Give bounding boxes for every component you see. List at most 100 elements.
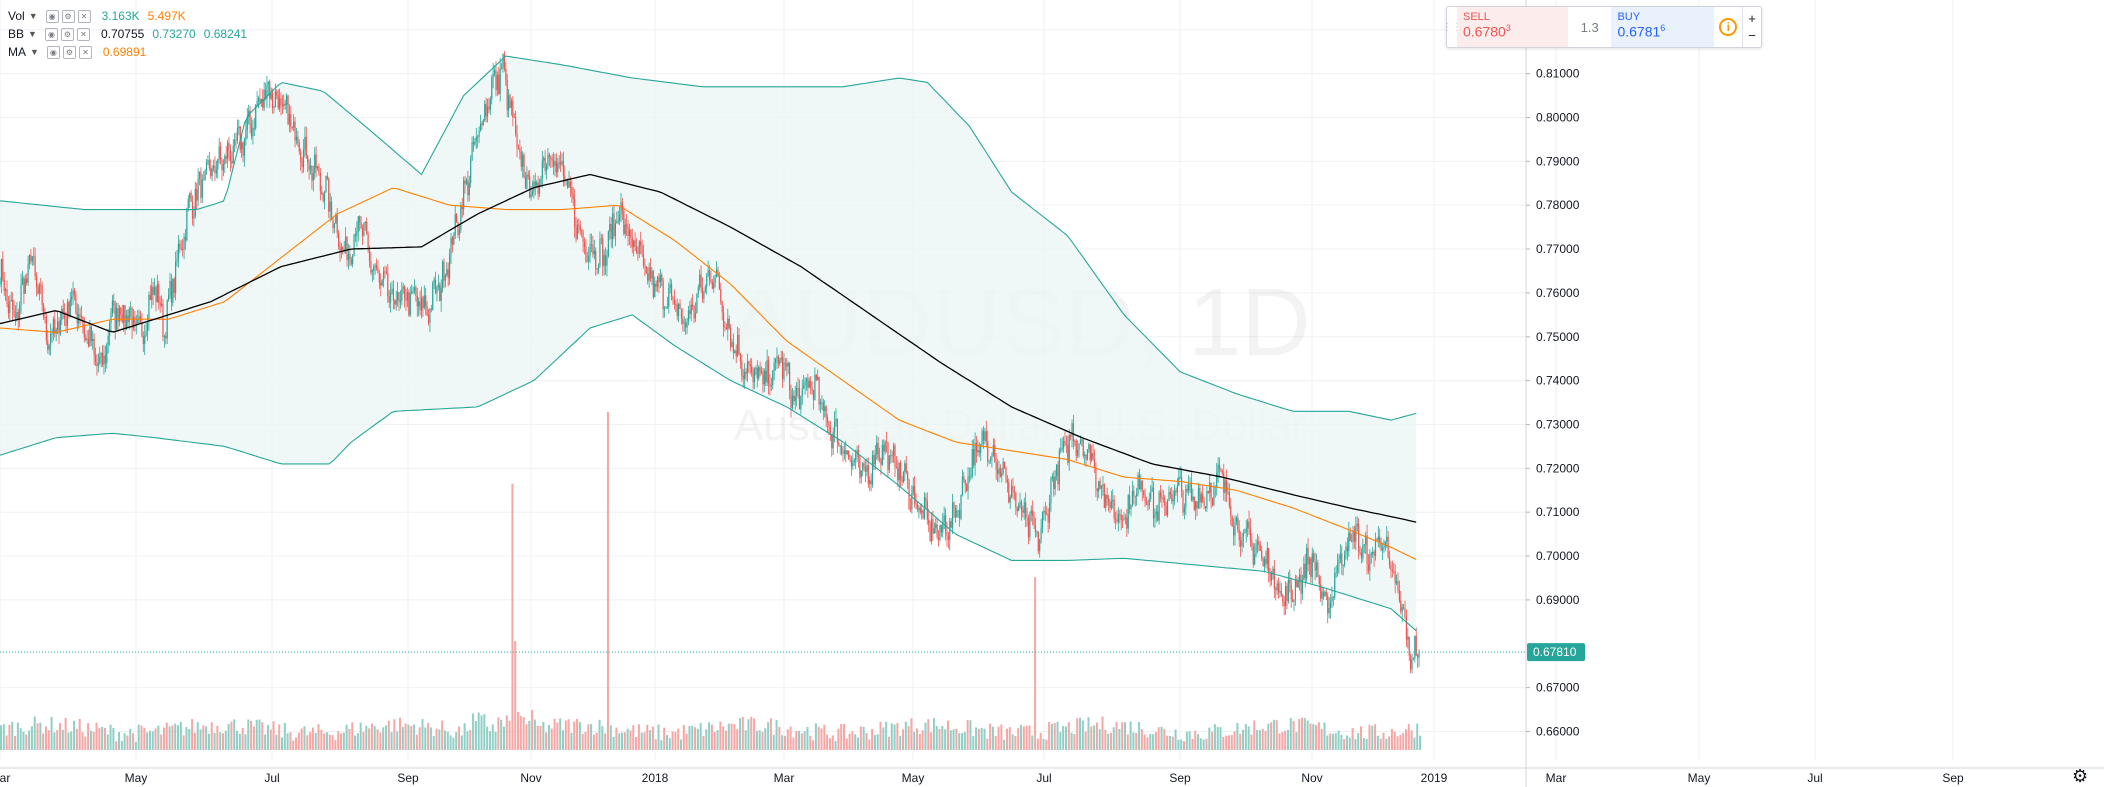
candle-body [1009, 496, 1011, 503]
volume-bar [295, 737, 298, 750]
chevron-down-icon[interactable]: ▼ [30, 47, 39, 57]
eye-icon[interactable]: ◉ [45, 9, 59, 23]
candle-body [1276, 583, 1278, 591]
volume-bar [719, 721, 722, 750]
candle-body [325, 176, 327, 193]
eye-icon[interactable]: ◉ [46, 45, 60, 59]
sell-button[interactable]: SELL 0.67803 [1457, 7, 1568, 47]
volume-bar [1022, 726, 1025, 750]
indicator-volume[interactable]: Vol ▼ ◉ ⚙ ✕ 3.163K 5.497K [8, 7, 186, 25]
price-axis[interactable]: 0.820000.810000.800000.790000.780000.770… [1525, 0, 1585, 787]
candle-body [311, 165, 313, 181]
candle-body [530, 194, 532, 198]
candle-body [656, 277, 659, 287]
candle-body [831, 434, 833, 449]
volume-bar [174, 723, 177, 750]
time-axis[interactable]: MarMayJulSepNov2018MarMayJulSepNov2019Ma… [0, 767, 2104, 785]
candle-body [512, 100, 514, 118]
candle-body [933, 528, 935, 534]
volume-bar [146, 732, 149, 750]
volume-bar [219, 732, 222, 750]
volume-bar [716, 730, 719, 750]
candle-body [149, 294, 151, 300]
plus-icon[interactable]: + [1748, 11, 1756, 26]
candle-body [1053, 476, 1055, 489]
volume-bar [783, 735, 786, 750]
gear-icon[interactable]: ⚙ [60, 27, 74, 41]
candle-body [1130, 504, 1132, 509]
drag-handle-icon[interactable]: ⋮⋮ [1442, 21, 1462, 33]
candle-body [838, 442, 840, 446]
buy-button[interactable]: BUY 0.67816 [1611, 7, 1715, 47]
candle-body [463, 180, 465, 210]
volume-bar [733, 724, 736, 750]
close-icon[interactable]: ✕ [76, 27, 90, 41]
gear-icon[interactable]: ⚙ [62, 45, 76, 59]
candle-body [1390, 565, 1392, 571]
candle-body [881, 444, 883, 465]
volume-bar [564, 720, 567, 750]
eye-icon[interactable]: ◉ [44, 27, 58, 41]
gear-icon[interactable]: ⚙ [61, 9, 75, 23]
candle-body [257, 98, 260, 102]
quantity-stepper[interactable]: + − [1742, 7, 1761, 47]
close-icon[interactable]: ✕ [78, 45, 92, 59]
candle-body [973, 448, 975, 466]
price-tick-label: 0.69000 [1536, 593, 1580, 607]
volume-bar [22, 731, 25, 750]
volume-bar [576, 718, 579, 750]
volume-bar [646, 724, 649, 750]
candle-body [49, 333, 52, 346]
candle-body [361, 227, 364, 237]
candle-body [1200, 494, 1202, 503]
candle-body [1121, 519, 1124, 521]
gear-icon[interactable]: ⚙ [2072, 766, 2089, 786]
candle-body [1023, 502, 1025, 513]
volume-bar [334, 739, 337, 750]
volume-bar [1371, 725, 1374, 750]
candle-body [232, 145, 234, 164]
candle-body [1181, 476, 1183, 492]
volume-bar [106, 734, 109, 750]
candle-body [326, 176, 328, 179]
candle-body [655, 283, 657, 287]
candle-body [756, 367, 758, 379]
candle-body [10, 300, 12, 302]
close-icon[interactable]: ✕ [77, 9, 91, 23]
chevron-down-icon[interactable]: ▼ [28, 29, 37, 39]
candle-body [173, 278, 175, 293]
chevron-down-icon[interactable]: ▼ [28, 11, 38, 21]
volume-bar [573, 721, 576, 750]
candle-body [0, 284, 1, 285]
candle-body [472, 141, 475, 145]
candle-body [224, 156, 226, 165]
volume-bar [677, 728, 680, 750]
candle-body [412, 290, 414, 292]
candle-body [826, 417, 829, 422]
candle-body [328, 178, 330, 212]
volume-bar [635, 737, 638, 750]
volume-bar [1062, 725, 1065, 750]
candle-body [1405, 616, 1408, 640]
minus-icon[interactable]: − [1748, 28, 1756, 43]
volume-bar [724, 730, 727, 750]
candle-body [489, 99, 491, 110]
candle-body [200, 171, 202, 198]
candle-body [52, 319, 54, 334]
time-tick-label: 2019 [1421, 771, 1448, 785]
candle-body [611, 213, 614, 240]
indicator-bollinger[interactable]: BB ▼ ◉ ⚙ ✕ 0.70755 0.73270 0.68241 [8, 25, 247, 43]
candle-body [1179, 476, 1181, 478]
candle-body [170, 280, 173, 303]
volume-bar [356, 733, 359, 750]
candle-body [405, 298, 407, 301]
candle-body [1394, 571, 1396, 584]
info-button[interactable]: i [1714, 7, 1742, 47]
candle-body [1173, 490, 1176, 500]
candle-body [988, 460, 990, 462]
indicator-ma[interactable]: MA ▼ ◉ ⚙ ✕ 0.69891 [8, 43, 146, 61]
candle-body [231, 161, 233, 164]
candle-body [505, 69, 507, 80]
volume-bar [609, 725, 612, 750]
